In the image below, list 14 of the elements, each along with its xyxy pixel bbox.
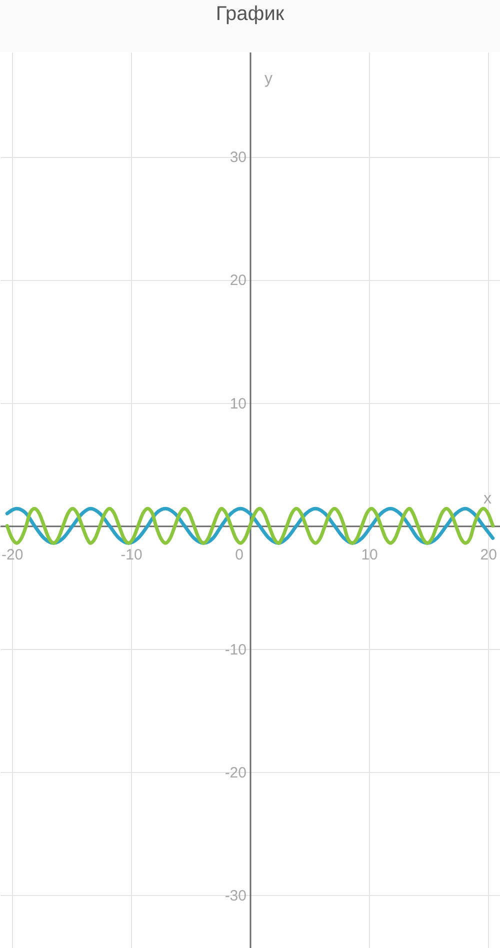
x-tick-label: 0: [235, 546, 244, 564]
y-tick-label: 10: [230, 395, 246, 412]
y-tick-label: -30: [224, 888, 246, 905]
x-tick-label: -20: [2, 546, 24, 564]
y-axis-title: y: [264, 70, 272, 88]
x-tick-label: 20: [480, 546, 497, 564]
y-tick-label: 30: [230, 149, 246, 166]
chart-title: График: [216, 3, 284, 25]
y-tick-label: -10: [224, 641, 246, 658]
x-tick-label: 10: [361, 546, 378, 564]
y-tick-label: -20: [224, 764, 246, 782]
y-tick-label: 20: [230, 272, 246, 290]
x-axis-title: x: [484, 490, 492, 508]
x-tick-label: -10: [120, 546, 142, 564]
